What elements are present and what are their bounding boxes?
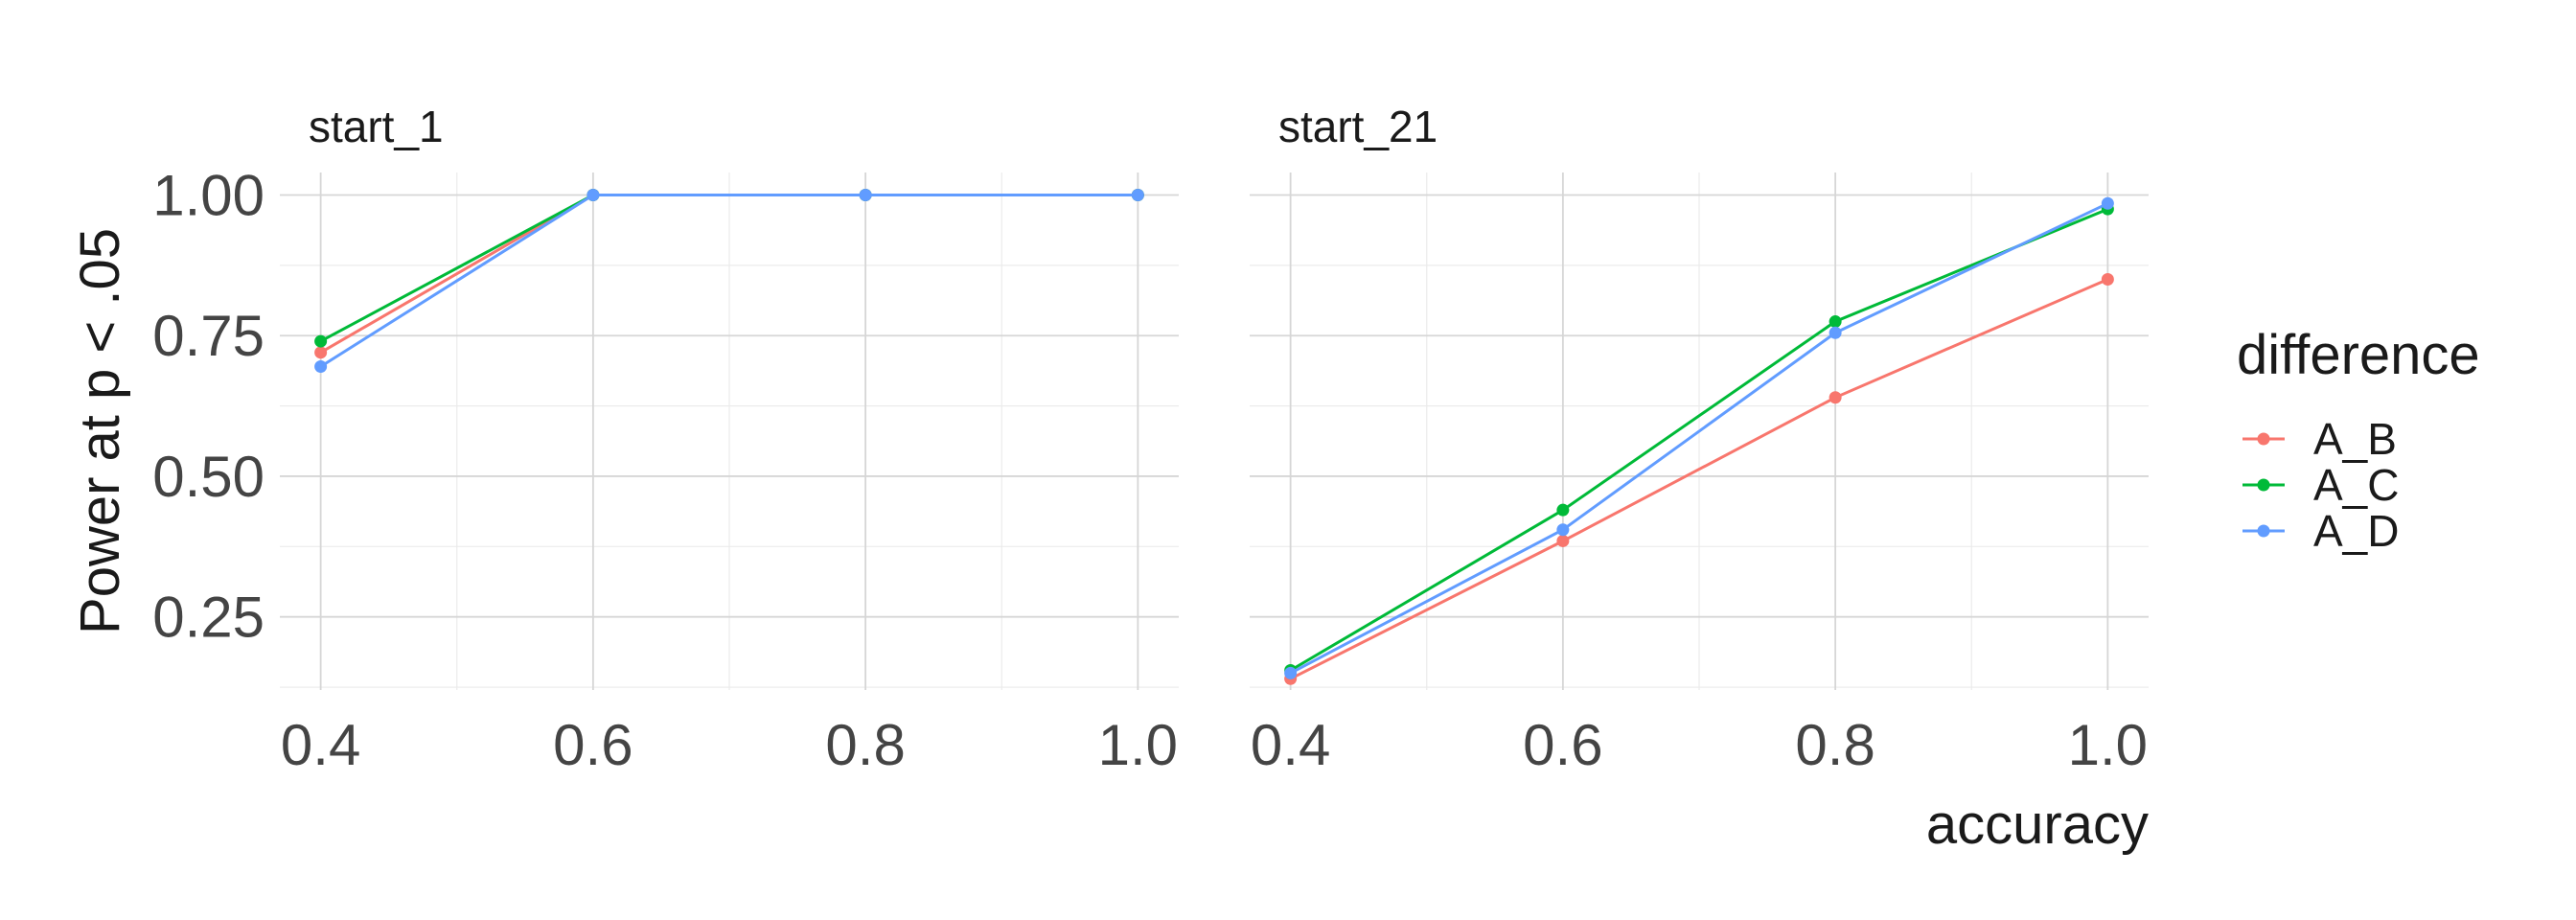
- y-tick-label: 0.75: [152, 304, 264, 368]
- legend-title: difference: [2237, 324, 2480, 386]
- x-tick-label: 0.8: [825, 713, 905, 777]
- x-tick-label: 0.4: [1251, 713, 1330, 777]
- facet-panel-start-1: 0.4 0.6 0.8 1.0 start_1: [280, 102, 1179, 777]
- facet-panel-start-21: 0.4 0.6 0.8 1.0 start_21: [1250, 102, 2149, 777]
- series-line-a-d: [1289, 201, 2109, 675]
- series-line-a-d: [319, 194, 1138, 368]
- x-tick-label: 0.6: [1523, 713, 1602, 777]
- y-tick-label: 0.50: [152, 445, 264, 509]
- x-tick-label: 0.4: [281, 713, 360, 777]
- facet-strip-label: start_1: [309, 102, 444, 151]
- x-axis-title: accuracy: [1926, 794, 2149, 856]
- data-point-a-d: [1131, 188, 1144, 201]
- data-point-a-d: [859, 188, 872, 201]
- data-point-a-d: [1556, 523, 1570, 537]
- legend-key-point: [2257, 478, 2270, 492]
- data-point-a-c: [1556, 503, 1570, 517]
- x-tick-label: 0.8: [1795, 713, 1874, 777]
- data-point-a-b: [1556, 534, 1570, 547]
- x-tick-label: 1.0: [1098, 713, 1178, 777]
- x-tick-label: 0.6: [553, 713, 632, 777]
- x-tick-label: 1.0: [2068, 713, 2148, 777]
- series-line-a-c: [1289, 207, 2108, 672]
- data-point-a-c: [1828, 315, 1842, 329]
- series-line-a-b: [1289, 278, 2108, 680]
- y-tick-label: 0.25: [152, 586, 264, 650]
- data-point-a-d: [1284, 666, 1298, 679]
- legend-label: A_D: [2313, 506, 2399, 556]
- data-point-a-d: [586, 188, 600, 201]
- y-tick-label: 1.00: [152, 163, 264, 227]
- legend: difference A_BA_CA_D: [2237, 324, 2480, 556]
- data-point-a-d: [2101, 196, 2114, 210]
- legend-key-point: [2257, 524, 2270, 538]
- y-axis: 0.25 0.50 0.75 1.00: [152, 163, 264, 649]
- data-point-a-b: [1828, 391, 1842, 404]
- data-point-a-b: [314, 346, 328, 359]
- legend-label: A_C: [2313, 460, 2399, 510]
- data-point-a-b: [2101, 273, 2114, 287]
- legend-key-point: [2257, 432, 2270, 446]
- legend-label: A_B: [2313, 414, 2397, 464]
- data-point-a-d: [1828, 326, 1842, 339]
- facet-strip-label: start_21: [1278, 102, 1438, 151]
- data-point-a-d: [314, 360, 328, 373]
- y-axis-title: Power at p < .05: [69, 228, 131, 634]
- data-point-a-c: [314, 334, 328, 348]
